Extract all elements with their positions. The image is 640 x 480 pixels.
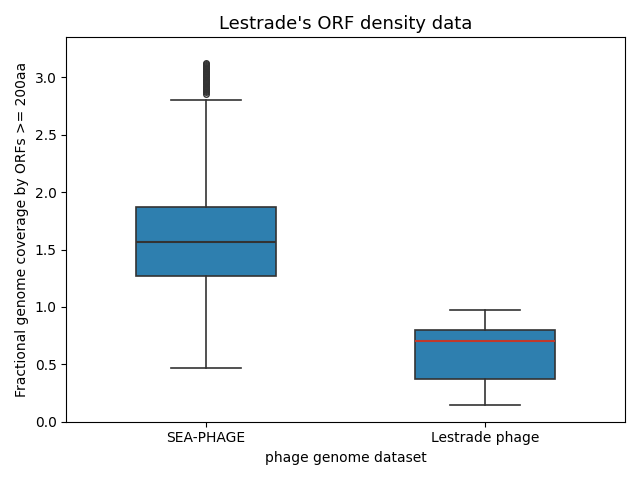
PathPatch shape bbox=[136, 207, 276, 276]
X-axis label: phage genome dataset: phage genome dataset bbox=[265, 451, 426, 465]
Title: Lestrade's ORF density data: Lestrade's ORF density data bbox=[219, 15, 472, 33]
PathPatch shape bbox=[415, 330, 555, 379]
Y-axis label: Fractional genome coverage by ORFs >= 200aa: Fractional genome coverage by ORFs >= 20… bbox=[15, 62, 29, 397]
